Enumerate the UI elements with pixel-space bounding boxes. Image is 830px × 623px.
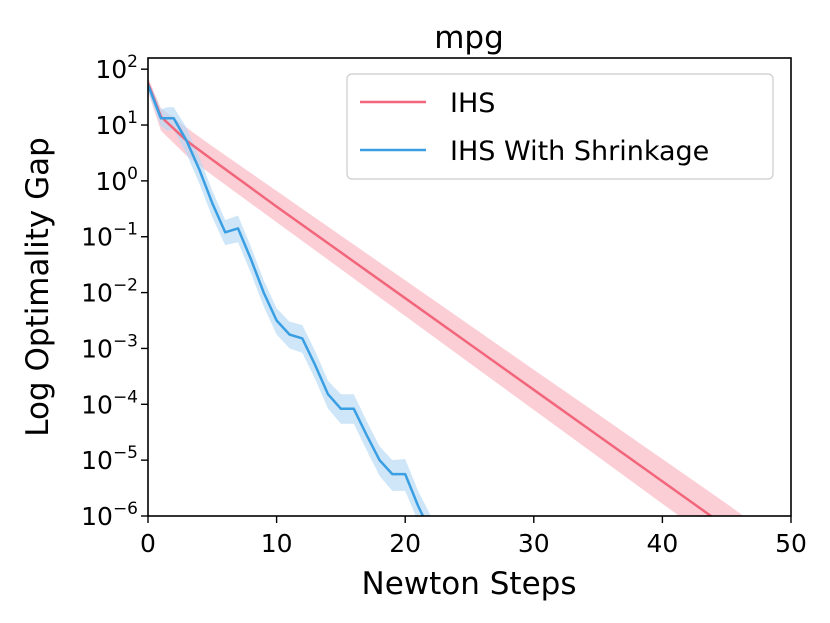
chart-title: mpg [434,20,504,56]
legend-label-ihs-with-shrinkage: IHS With Shrinkage [450,136,709,167]
y-tick-label: 10−5 [81,443,138,475]
y-tick-label: 102 [95,52,138,84]
y-tick-label: 10−6 [81,499,138,531]
x-axis-label: Newton Steps [362,566,577,602]
y-tick-label: 10−3 [81,331,138,363]
y-tick-label: 10−4 [81,387,138,419]
plot-area [148,77,744,516]
y-axis-label: Log Optimality Gap [20,137,56,437]
legend: IHS IHS With Shrinkage [346,73,774,180]
y-tick-label: 100 [95,164,138,196]
legend-label-ihs: IHS [450,88,495,119]
x-tick-label: 50 [775,529,807,558]
series-line-ihs-with-shrinkage [148,84,425,516]
y-tick-label: 10−2 [81,276,138,308]
x-tick-label: 20 [389,529,421,558]
x-axis: 0 10 20 30 40 50 [140,516,807,558]
x-tick-label: 10 [261,529,293,558]
y-tick-label: 10−1 [81,220,138,252]
plot-frame [147,57,792,517]
x-tick-label: 30 [518,529,550,558]
y-axis: 102 101 100 10−1 10−2 10−3 10−4 10−5 10−6 [81,52,148,531]
x-tick-label: 0 [140,529,156,558]
y-tick-label: 101 [95,108,138,140]
x-tick-label: 40 [646,529,678,558]
series-line-ihs [148,82,714,516]
legend-box [346,73,774,180]
